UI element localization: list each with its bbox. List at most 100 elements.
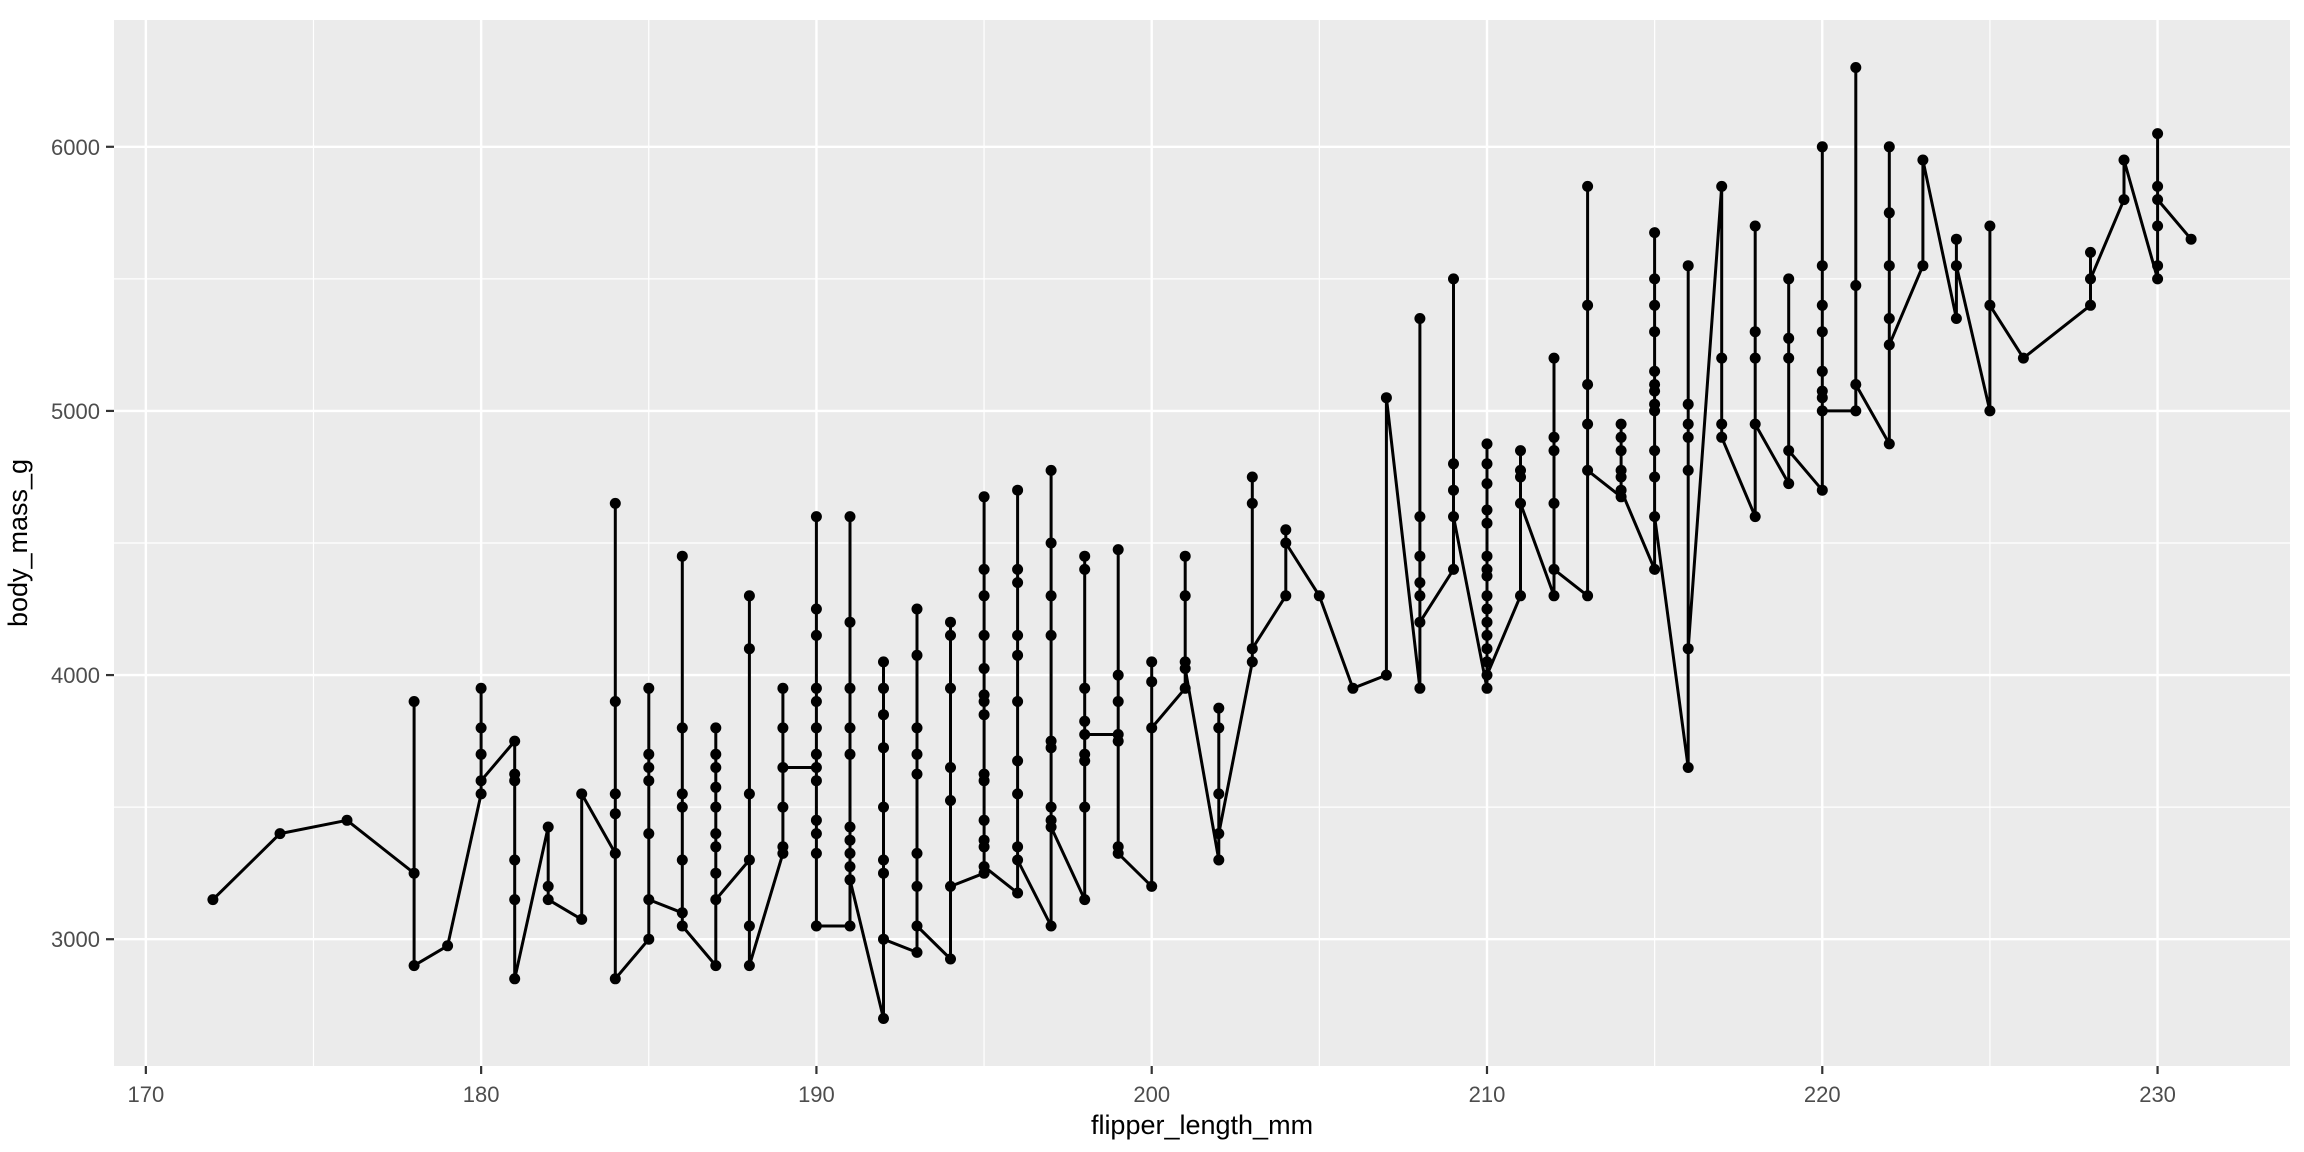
data-point bbox=[777, 841, 789, 853]
data-point bbox=[1883, 313, 1895, 324]
data-point bbox=[1582, 590, 1594, 602]
data-point bbox=[777, 722, 789, 734]
data-point bbox=[1649, 511, 1661, 523]
data-point bbox=[1749, 326, 1761, 338]
data-point bbox=[1649, 445, 1661, 457]
data-point bbox=[1481, 458, 1493, 470]
data-point bbox=[1213, 788, 1225, 800]
data-point bbox=[274, 828, 286, 840]
data-point bbox=[1984, 220, 1996, 232]
data-point bbox=[475, 775, 487, 787]
data-point bbox=[1716, 418, 1728, 430]
data-point bbox=[1615, 418, 1627, 430]
data-point bbox=[1481, 590, 1493, 602]
data-point bbox=[509, 854, 521, 866]
data-point bbox=[509, 973, 521, 985]
data-point bbox=[1481, 504, 1493, 516]
data-point bbox=[911, 649, 923, 661]
data-point bbox=[911, 880, 923, 892]
data-point bbox=[1615, 431, 1627, 443]
data-point bbox=[1883, 260, 1895, 272]
data-point bbox=[1146, 676, 1158, 688]
data-point bbox=[978, 861, 990, 873]
data-point bbox=[1481, 550, 1493, 562]
data-point bbox=[978, 663, 990, 674]
data-point bbox=[777, 801, 789, 813]
data-point bbox=[1850, 280, 1862, 291]
data-point bbox=[1984, 299, 1996, 311]
data-point bbox=[1481, 682, 1493, 694]
data-point bbox=[878, 1013, 889, 1024]
data-point bbox=[844, 920, 856, 932]
data-point bbox=[2118, 194, 2130, 206]
data-point bbox=[1280, 537, 1292, 549]
data-point bbox=[1816, 260, 1828, 272]
data-point bbox=[911, 748, 923, 760]
data-point bbox=[1012, 484, 1024, 496]
data-point bbox=[475, 682, 487, 694]
data-point bbox=[978, 590, 990, 602]
data-point bbox=[1179, 590, 1191, 602]
data-point bbox=[1146, 880, 1158, 892]
data-point bbox=[1783, 332, 1795, 344]
data-point bbox=[1582, 418, 1594, 430]
data-point bbox=[1045, 629, 1057, 641]
data-point bbox=[1548, 497, 1560, 509]
data-point bbox=[1481, 669, 1493, 681]
data-point bbox=[844, 748, 856, 760]
data-point bbox=[810, 511, 822, 523]
data-point bbox=[710, 828, 722, 840]
data-point bbox=[2152, 260, 2164, 272]
data-point bbox=[810, 920, 822, 932]
data-point bbox=[643, 682, 655, 694]
data-point bbox=[844, 847, 856, 859]
data-point bbox=[1481, 616, 1493, 628]
data-point bbox=[475, 748, 487, 760]
data-point bbox=[1649, 326, 1661, 338]
data-point bbox=[442, 940, 454, 952]
data-point bbox=[1079, 801, 1091, 813]
data-point bbox=[1481, 517, 1493, 529]
data-point bbox=[1414, 511, 1426, 523]
data-point bbox=[810, 828, 822, 840]
data-point bbox=[676, 854, 688, 866]
data-point bbox=[878, 709, 889, 721]
data-point bbox=[743, 590, 755, 602]
data-point bbox=[710, 722, 722, 734]
data-point bbox=[1850, 405, 1862, 417]
data-point bbox=[1548, 431, 1560, 443]
data-point bbox=[810, 762, 822, 773]
data-point bbox=[1481, 570, 1493, 582]
data-point bbox=[1649, 299, 1661, 311]
data-point bbox=[2085, 246, 2096, 258]
data-point bbox=[810, 629, 822, 641]
data-point bbox=[1179, 682, 1191, 694]
data-point bbox=[710, 894, 722, 906]
data-point bbox=[1582, 180, 1594, 192]
data-point bbox=[2152, 194, 2164, 206]
data-point bbox=[1716, 352, 1728, 364]
data-point bbox=[1213, 702, 1225, 714]
data-point bbox=[2152, 273, 2164, 285]
data-point bbox=[1950, 233, 1962, 245]
data-point bbox=[1649, 405, 1661, 417]
data-point bbox=[911, 920, 923, 932]
data-point bbox=[743, 788, 755, 800]
data-point bbox=[1515, 471, 1526, 483]
data-point bbox=[1213, 854, 1225, 866]
data-point bbox=[1515, 445, 1526, 457]
data-point bbox=[676, 920, 688, 932]
data-point bbox=[1012, 788, 1024, 800]
data-point bbox=[609, 973, 621, 985]
data-point bbox=[1246, 643, 1258, 655]
data-point bbox=[509, 775, 521, 787]
data-point bbox=[542, 821, 554, 833]
data-point bbox=[609, 696, 621, 707]
data-point bbox=[1112, 696, 1124, 707]
data-point bbox=[1917, 154, 1929, 166]
data-point bbox=[1816, 141, 1828, 153]
data-point bbox=[1380, 669, 1392, 681]
data-point bbox=[710, 762, 722, 773]
data-point bbox=[844, 616, 856, 628]
